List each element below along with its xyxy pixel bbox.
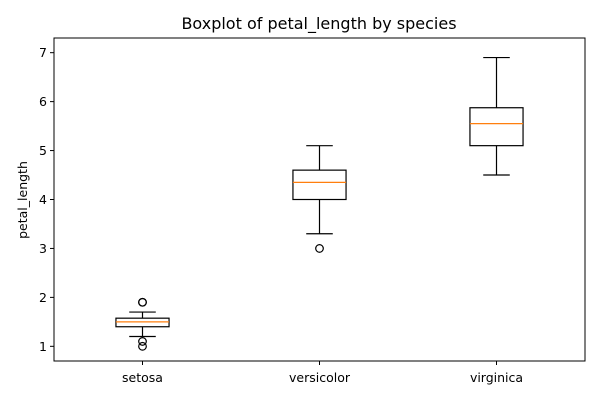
- chart-title: Boxplot of petal_length by species: [181, 14, 456, 34]
- y-tick-label-3: 3: [39, 241, 47, 256]
- y-tick-label-6: 6: [39, 94, 47, 109]
- y-tick-label-7: 7: [39, 45, 47, 60]
- box-versicolor: [292, 169, 347, 201]
- y-tick-label-5: 5: [39, 143, 47, 158]
- y-tick-label-1: 1: [39, 339, 47, 354]
- box-virginica: [469, 107, 524, 147]
- outlier-setosa-0: [138, 341, 147, 351]
- box-setosa: [115, 317, 170, 328]
- y-axis-label: petal_length: [15, 161, 30, 239]
- x-tick-label-setosa: setosa: [122, 370, 163, 385]
- outlier-versicolor-0: [315, 244, 324, 253]
- y-tick-label-2: 2: [39, 290, 47, 305]
- plot-area: 1 2 3 4 5 6 7 setosa versicolor virginica: [39, 45, 524, 385]
- outlier-setosa-3: [138, 297, 147, 307]
- outlier-setosa-1: [138, 337, 147, 346]
- y-tick-label-4: 4: [39, 192, 47, 207]
- plot-frame: [53, 37, 586, 362]
- x-tick-label-versicolor: versicolor: [289, 370, 351, 385]
- x-tick-label-virginica: virginica: [470, 370, 523, 385]
